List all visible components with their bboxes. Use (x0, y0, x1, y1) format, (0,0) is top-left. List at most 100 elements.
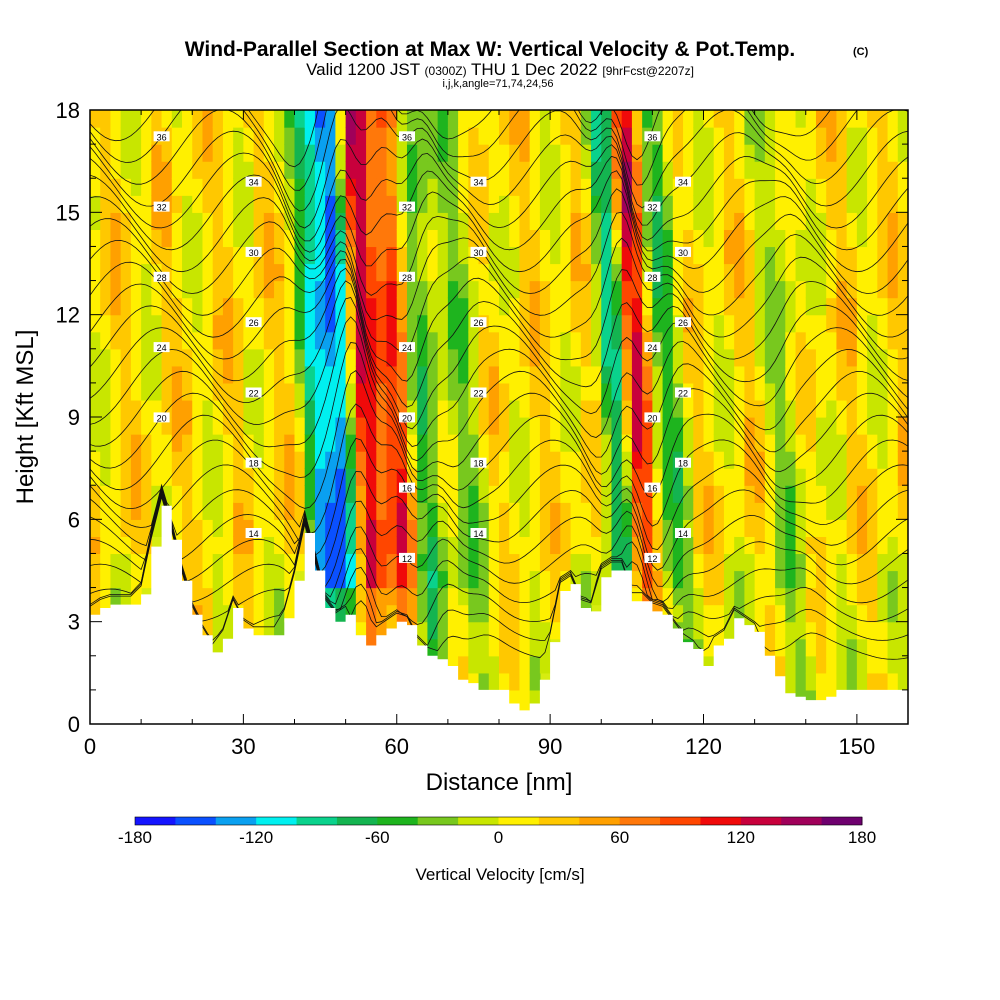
vv-cell (662, 468, 674, 486)
vv-cell (846, 399, 858, 418)
vv-cell (519, 621, 531, 640)
vv-cell (570, 178, 582, 196)
vv-cell (386, 161, 398, 179)
vv-cell (539, 434, 551, 452)
vv-cell (478, 417, 490, 435)
vv-cell (499, 451, 510, 469)
vv-cell (437, 127, 449, 145)
vv-cell (529, 655, 541, 674)
vv-cell (529, 348, 541, 367)
vv-cell (427, 212, 439, 230)
vv-cell (611, 331, 623, 350)
vv-cell (795, 263, 807, 282)
vv-cell (713, 519, 725, 537)
vv-cell (693, 212, 705, 230)
vv-cell (529, 638, 541, 657)
vv-cell (304, 382, 316, 401)
vv-cell (274, 144, 285, 162)
vv-cell (345, 212, 357, 230)
vv-cell (683, 536, 694, 555)
vv-cell (836, 553, 848, 572)
vv-cell (693, 382, 705, 401)
vv-cell (427, 570, 439, 589)
vv-cell (846, 382, 858, 401)
vv-cell (417, 536, 429, 555)
vv-cell (182, 263, 193, 282)
vv-cell (366, 212, 377, 230)
contour-label-text: 30 (249, 248, 259, 258)
vv-cell (437, 587, 449, 606)
vv-cell (764, 502, 776, 520)
vv-cell (468, 161, 480, 179)
vv-cell (713, 604, 725, 623)
theta-contour (90, 259, 908, 382)
vv-cell (478, 297, 490, 316)
vv-cell (376, 263, 388, 282)
vv-cell (376, 536, 388, 555)
vv-cell (120, 297, 132, 316)
vv-cell (182, 365, 193, 384)
vv-cell (304, 246, 316, 265)
vv-cell (294, 195, 306, 213)
vv-cell (294, 468, 306, 486)
vv-cell (243, 110, 255, 128)
vv-cell (887, 587, 899, 606)
vv-cell (110, 536, 122, 555)
vv-cell (274, 485, 285, 503)
vv-cell (263, 263, 275, 282)
vv-cell (253, 434, 265, 452)
vv-cell (192, 485, 204, 503)
vv-cell (529, 485, 541, 503)
colorbar-frame (134, 816, 863, 826)
vv-cell (836, 263, 848, 282)
vv-cell (672, 536, 684, 555)
vv-cell (458, 553, 469, 572)
contour-label: 22 (675, 387, 691, 399)
vv-cell (642, 314, 653, 333)
vv-cell (314, 348, 326, 367)
vv-cell (836, 144, 848, 162)
vv-cell (253, 263, 265, 282)
vv-cell (478, 485, 490, 503)
vv-cell (897, 110, 908, 128)
vv-cell (662, 536, 674, 555)
vv-cell (815, 161, 827, 179)
vv-cell (703, 655, 715, 674)
vv-cell (519, 587, 531, 606)
vv-cell (693, 297, 705, 316)
vv-cell (90, 127, 101, 145)
vv-cell (130, 536, 142, 555)
vv-cell (550, 297, 561, 316)
vv-cell (580, 212, 592, 230)
vv-cell (417, 399, 429, 418)
vv-cell (314, 314, 326, 333)
contour-label-bg (470, 387, 487, 398)
vv-cell (304, 127, 316, 145)
vv-cell (601, 314, 613, 333)
vv-cell (468, 280, 480, 299)
vv-cell (764, 365, 776, 384)
vv-cell (233, 468, 244, 486)
vv-cell (447, 655, 459, 674)
vv-cell (406, 144, 418, 162)
vv-cell (294, 127, 306, 145)
vv-cell (427, 417, 439, 435)
vv-cell (304, 365, 316, 384)
vv-cell (130, 314, 142, 333)
vv-cell (826, 365, 838, 384)
vv-cell (775, 195, 786, 213)
vv-cell (570, 127, 582, 145)
vv-cell (550, 417, 561, 435)
vv-cell (366, 314, 377, 333)
vv-cell (846, 587, 858, 606)
contour-label: 32 (153, 201, 170, 213)
vv-cell (345, 399, 357, 418)
vv-cell (672, 468, 684, 486)
vv-cell (335, 246, 347, 265)
vv-cell (171, 212, 183, 230)
vv-cell (130, 263, 142, 282)
vv-cell (274, 195, 285, 213)
vv-cell (284, 587, 296, 606)
vv-cell (366, 229, 377, 248)
vv-cell (427, 365, 439, 384)
